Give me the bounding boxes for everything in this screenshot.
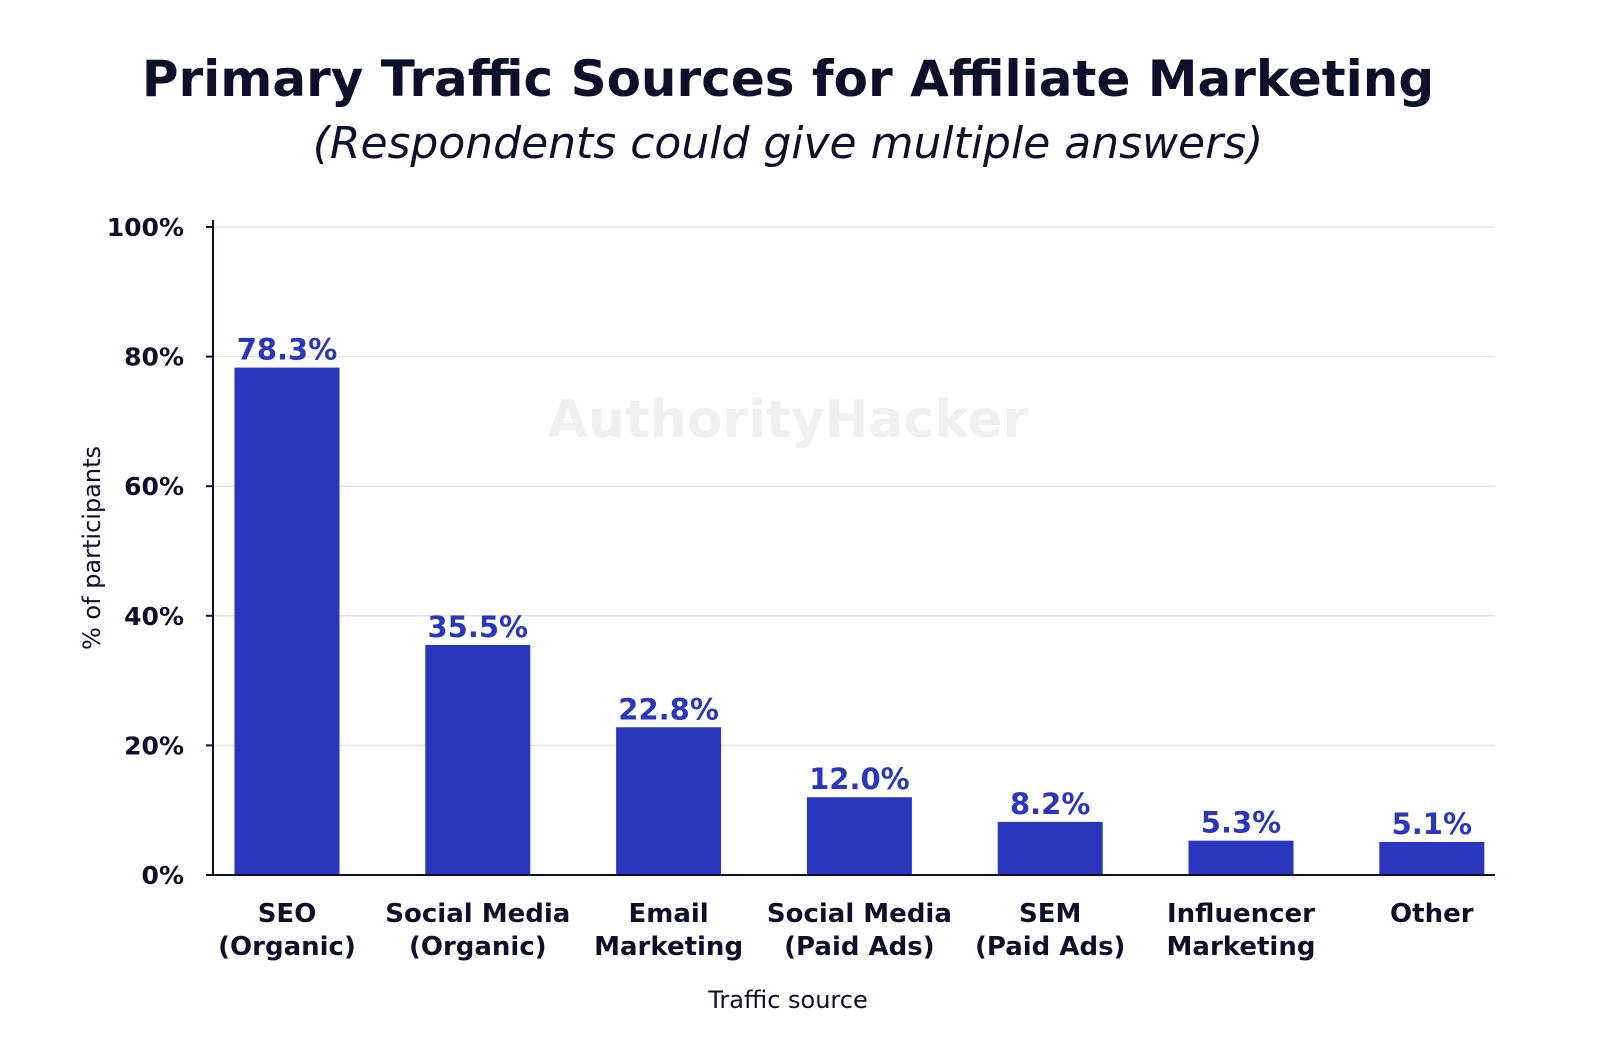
- y-axis-ticks: 0% 20% 40% 60% 80% 100%: [107, 213, 213, 890]
- bar: [616, 727, 722, 875]
- x-axis-label: Traffic source: [707, 986, 867, 1014]
- x-tick-label: Other: [1390, 899, 1474, 929]
- x-tick-label: (Paid Ads): [784, 932, 934, 962]
- y-axis-label: % of participants: [78, 446, 106, 650]
- y-tick-label: 40%: [124, 602, 184, 631]
- y-tick-label: 20%: [124, 731, 184, 760]
- x-tick-label: (Organic): [218, 932, 356, 962]
- gridlines: [213, 226, 1495, 747]
- y-tick-label: 100%: [107, 213, 184, 242]
- bar: [1379, 841, 1485, 875]
- data-label: 12.0%: [809, 762, 910, 796]
- y-tick-label: 80%: [124, 343, 184, 372]
- bar: [1188, 840, 1294, 875]
- x-tick-label: (Organic): [409, 932, 547, 962]
- chart-subtitle: (Respondents could give multiple answers…: [313, 118, 1264, 169]
- data-label: 35.5%: [427, 610, 528, 644]
- x-tick-label: Social Media: [385, 899, 570, 929]
- y-tick-label: 60%: [124, 472, 184, 501]
- data-label: 78.3%: [237, 333, 338, 367]
- bar: [806, 797, 912, 875]
- x-tick-label: Email: [628, 899, 708, 929]
- data-label: 5.3%: [1201, 806, 1281, 840]
- x-tick-label: Marketing: [594, 932, 743, 962]
- data-label: 5.1%: [1392, 807, 1472, 841]
- data-label: 8.2%: [1010, 787, 1090, 821]
- x-tick-label: Social Media: [767, 899, 952, 929]
- chart-title: Primary Traffic Sources for Affiliate Ma…: [142, 50, 1434, 108]
- watermark: AuthorityHacker: [548, 390, 1029, 450]
- x-axis-categories: SEO(Organic)Social Media(Organic)EmailMa…: [218, 899, 1474, 962]
- x-tick-label: SEO: [258, 899, 317, 929]
- data-label: 22.8%: [618, 692, 719, 726]
- y-tick-label: 0%: [142, 861, 184, 890]
- bar: [425, 644, 531, 875]
- x-tick-label: Influencer: [1167, 899, 1315, 929]
- x-tick-label: Marketing: [1167, 932, 1316, 962]
- x-tick-label: SEM: [1019, 899, 1081, 929]
- bar: [234, 367, 340, 875]
- x-tick-label: (Paid Ads): [975, 932, 1125, 962]
- bar: [997, 821, 1103, 875]
- bars: 78.3% 35.5% 22.8% 12.0% 8.2% 5.3% 5.1%: [234, 333, 1485, 875]
